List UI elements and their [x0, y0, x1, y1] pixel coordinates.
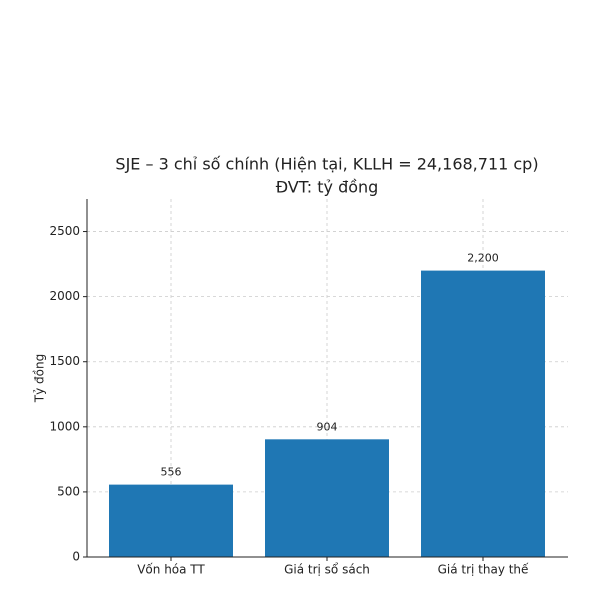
bar	[421, 270, 545, 557]
bar	[265, 439, 389, 557]
bar	[109, 484, 233, 557]
chart-subtitle: ĐVT: tỷ đồng	[276, 178, 379, 197]
x-tick-label: Giá trị sổ sách	[284, 563, 370, 577]
y-tick-label: 2500	[49, 224, 80, 238]
y-axis-label: Tỷ đồng	[33, 354, 47, 403]
x-tick-label: Giá trị thay thế	[438, 563, 529, 577]
chart-title: SJE – 3 chỉ số chính (Hiện tại, KLLH = 2…	[115, 155, 538, 174]
y-tick-label: 1500	[49, 354, 80, 368]
y-tick-label: 0	[72, 550, 80, 564]
value-label: 2,200	[467, 252, 499, 265]
y-tick-label: 2000	[49, 289, 80, 303]
value-label: 556	[161, 466, 182, 479]
value-label: 904	[317, 420, 338, 433]
x-tick-label: Vốn hóa TT	[137, 563, 205, 577]
y-tick-label: 500	[57, 484, 80, 498]
y-tick-label: 1000	[49, 419, 80, 433]
